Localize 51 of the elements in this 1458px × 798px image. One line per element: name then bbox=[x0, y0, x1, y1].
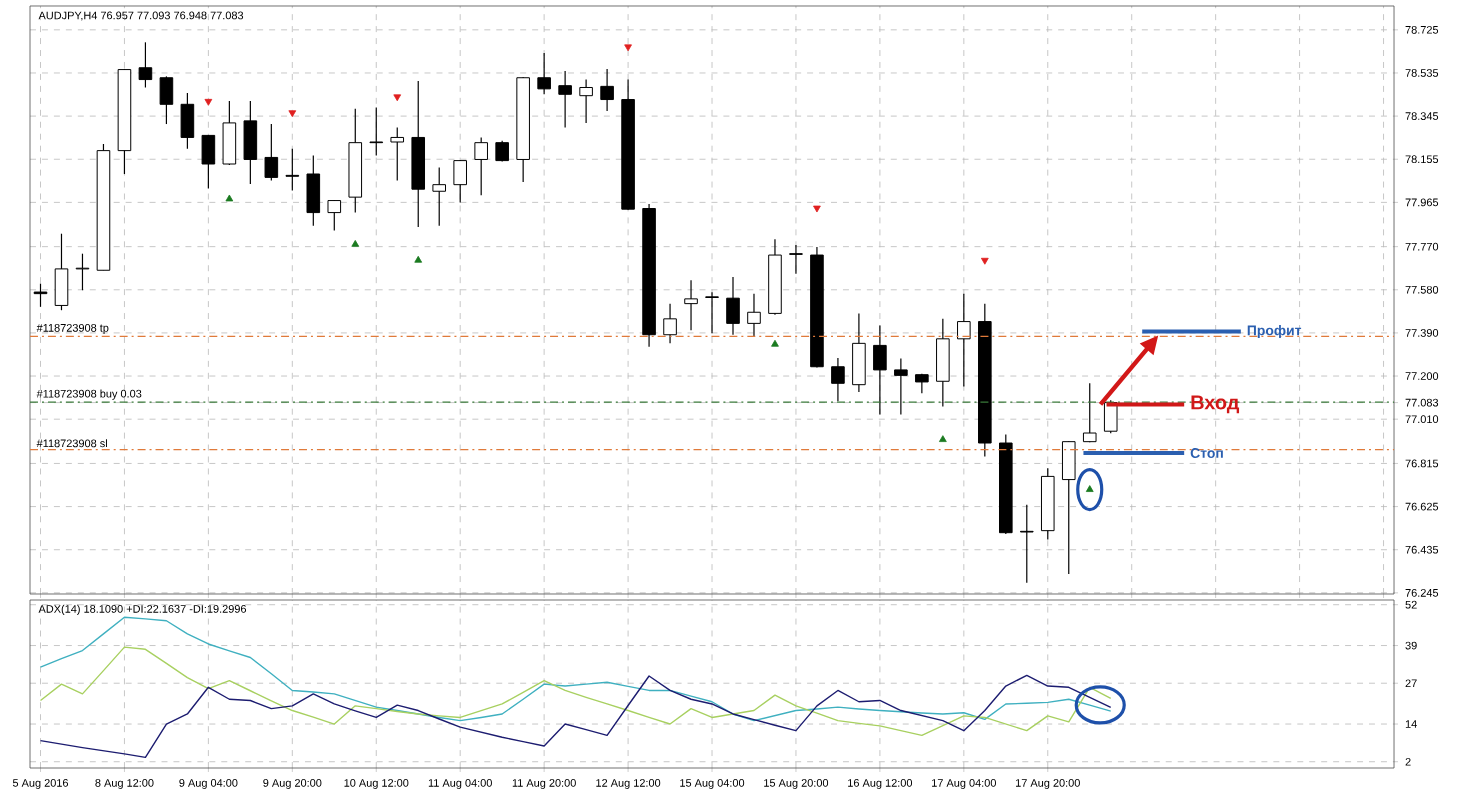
candlestick bbox=[663, 303, 677, 344]
point bbox=[351, 239, 360, 247]
point bbox=[225, 194, 234, 202]
candlestick bbox=[306, 154, 321, 227]
candlestick bbox=[1019, 504, 1034, 584]
candlestick bbox=[474, 136, 488, 196]
candlestick bbox=[1061, 440, 1076, 575]
point bbox=[288, 110, 297, 118]
candlestick bbox=[1082, 382, 1097, 443]
point bbox=[813, 205, 821, 213]
candlestick bbox=[684, 279, 698, 331]
candlestick bbox=[957, 293, 971, 388]
point bbox=[204, 98, 213, 106]
candlestick bbox=[201, 134, 216, 190]
candlestick bbox=[432, 166, 447, 227]
candlestick bbox=[327, 199, 342, 232]
candlestick bbox=[54, 233, 69, 311]
candlestick bbox=[159, 75, 174, 125]
candlestick bbox=[390, 126, 405, 182]
candlestick bbox=[852, 312, 866, 393]
candlestick bbox=[873, 324, 887, 416]
candlestick bbox=[600, 68, 614, 112]
point bbox=[393, 94, 402, 102]
candlestick bbox=[495, 140, 509, 163]
point bbox=[980, 257, 989, 265]
point bbox=[624, 44, 632, 52]
candlestick bbox=[894, 357, 908, 416]
candlestick bbox=[558, 70, 572, 129]
candlestick bbox=[579, 78, 593, 124]
candlestick bbox=[705, 291, 719, 334]
candlestick bbox=[453, 159, 467, 204]
candlestick bbox=[747, 293, 761, 338]
candlestick bbox=[264, 123, 279, 182]
candlestick bbox=[726, 276, 740, 336]
candlestick bbox=[180, 92, 195, 150]
candlestick bbox=[138, 41, 153, 89]
candlestick bbox=[831, 357, 845, 402]
candlestick bbox=[33, 283, 48, 308]
point bbox=[414, 255, 423, 263]
candlestick bbox=[789, 244, 803, 275]
candlestick bbox=[1103, 399, 1118, 434]
candlestick bbox=[222, 100, 237, 166]
candlestick bbox=[936, 318, 950, 408]
point bbox=[771, 339, 779, 347]
point bbox=[939, 435, 947, 443]
candlestick bbox=[537, 52, 551, 95]
candlestick bbox=[285, 148, 300, 192]
annotation: Вход bbox=[1191, 395, 1240, 414]
candlestick bbox=[75, 253, 90, 291]
candlestick bbox=[243, 100, 258, 185]
candlestick bbox=[369, 106, 384, 156]
